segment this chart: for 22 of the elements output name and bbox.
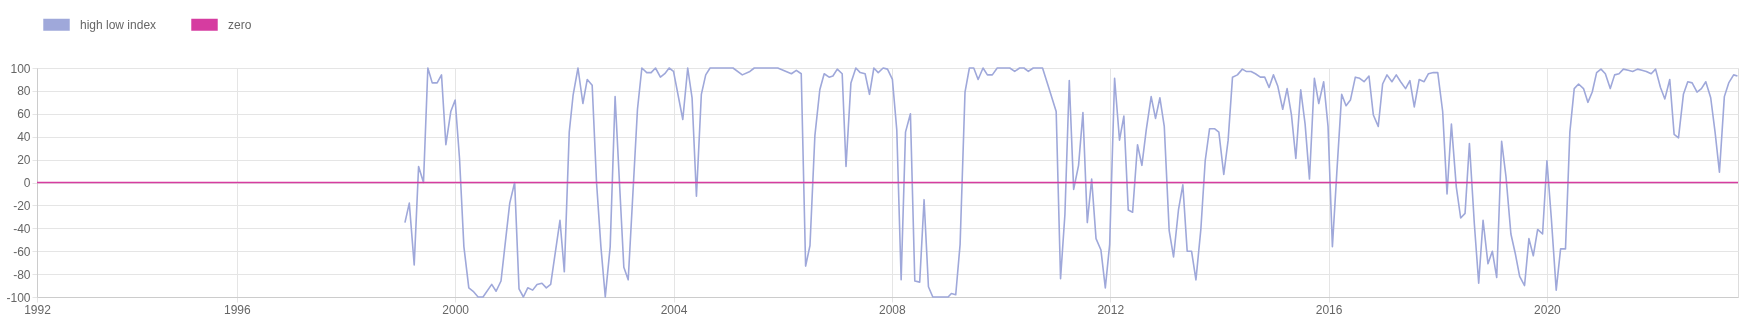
x-tick-label: 1992 — [24, 302, 52, 317]
y-tick-label: 0 — [23, 176, 31, 190]
y-tick-label: 100 — [10, 61, 31, 76]
x-tick-label: 2004 — [660, 302, 688, 317]
y-tick-label: -20 — [13, 198, 31, 213]
x-tick-label: 2000 — [442, 302, 470, 317]
y-tick-label: -60 — [13, 244, 31, 259]
legend-label: high low index — [80, 17, 157, 32]
x-tick-label: 1996 — [223, 302, 251, 317]
line-series — [404, 67, 1739, 298]
y-tick-label: 80 — [17, 84, 31, 99]
y-tick-label: -40 — [13, 221, 31, 236]
x-tick-label: 2016 — [1315, 302, 1343, 317]
y-tick-label: -80 — [13, 267, 31, 282]
y-tick-label: 60 — [17, 107, 31, 122]
y-tick-label: -100 — [6, 290, 31, 305]
legend-label: zero — [228, 17, 252, 32]
x-tick-label: 2020 — [1534, 302, 1562, 317]
x-tick-label: 2012 — [1097, 302, 1125, 317]
y-tick-label: 40 — [17, 130, 31, 145]
x-tick-label: 2008 — [879, 302, 907, 317]
y-tick-label: 20 — [17, 153, 31, 168]
